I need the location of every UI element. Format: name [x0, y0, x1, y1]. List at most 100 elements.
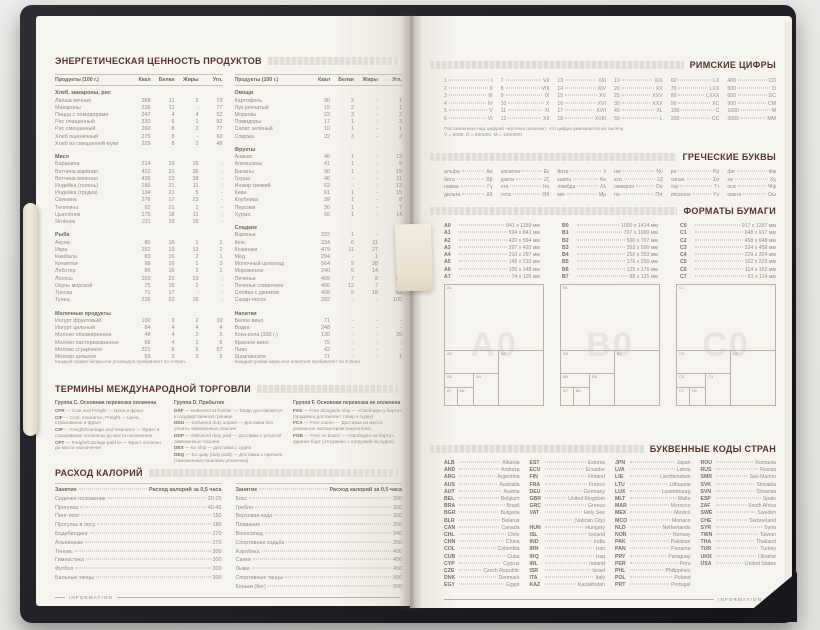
code: IRQ: [529, 553, 539, 560]
dotted-leader: [681, 109, 714, 111]
dotted-leader: [630, 504, 669, 506]
pair-row: 4 IV: [444, 101, 493, 109]
food-value: 12: [378, 154, 402, 161]
pair-value: XV: [599, 93, 607, 100]
code-name: 594 x 841 мм: [508, 230, 540, 237]
term-item: CFR — Cost and Freight — Цена и фрахт: [55, 408, 144, 413]
food-value: 8: [171, 126, 175, 133]
food-label: Печенье сливочное: [234, 282, 284, 289]
activity-row: Лыжи 450: [236, 565, 403, 574]
pair-key: 70: [670, 85, 677, 92]
dotted-leader: [508, 102, 544, 104]
dotted-leader: [459, 475, 496, 477]
code: RUS: [700, 467, 712, 474]
page-edge-stack: [785, 22, 792, 602]
code-row: EGY Egypt: [444, 582, 520, 589]
code: NLD: [615, 524, 626, 531]
dotted-leader: [459, 231, 507, 233]
food-row: Кекс33461157: [235, 240, 403, 247]
pair-key: 50: [614, 115, 620, 122]
food-label: Лобстер: [55, 268, 76, 275]
pair-value: XXX: [652, 100, 663, 107]
food-value: 2: [351, 97, 354, 104]
paper-cell: C7: [677, 387, 690, 405]
code: TWN: [700, 532, 713, 539]
food-table-left-column: Продукты (100 г.) Ккал Белки Жиры Угл. Хлеб,…: [55, 74, 223, 367]
calorie-value: 350: [393, 522, 402, 529]
food-value: 4: [171, 332, 175, 339]
code-name: Argentina: [497, 474, 520, 481]
dotted-leader: [456, 178, 485, 180]
pair-row: 600 DC: [727, 93, 776, 101]
code: ALB: [444, 460, 455, 466]
pair-row: 6 VI: [444, 116, 493, 124]
code: DNK: [444, 575, 456, 582]
food-value: 90: [324, 97, 330, 104]
food-value: 564: [321, 261, 330, 268]
term-item: DDU — Delivered duty unpaid — Доставка б…: [174, 420, 273, 432]
food-row: Хурма 56 1 -14: [235, 212, 403, 219]
activity-label: Альпинизм: [55, 539, 83, 546]
calorie-value: 350: [393, 539, 402, 546]
food-value: 2: [378, 134, 402, 141]
food-value: 77: [216, 104, 223, 111]
food-value: 53: [144, 353, 151, 360]
food-value: 15: [324, 104, 330, 111]
food-value: 4: [171, 339, 175, 346]
code: TUR: [700, 546, 712, 553]
paper-cell: C3: [677, 351, 730, 374]
pair-row: дзета Ζζ: [501, 177, 550, 185]
code-name: Colombia: [497, 546, 520, 553]
code-name: Paraguay: [668, 553, 691, 560]
pair-key: йота: [557, 169, 569, 175]
code-name: Peru: [679, 560, 691, 567]
pair-value: XXV: [652, 93, 663, 100]
pair-value: Νν: [656, 169, 663, 175]
food-group: ФруктыАнанас461-12Апельсины411-9Бананы90…: [235, 147, 403, 219]
paper-label: A3: [447, 351, 452, 356]
paper-cell: C6: [690, 388, 705, 405]
code-name: Morocco: [670, 503, 691, 510]
pair-column: 13 XIII 14 XIV 15 XV 16 XVI 17 XVII 18 XVIII: [557, 78, 606, 124]
food-label: Камбала: [55, 254, 77, 261]
food-value: 39: [324, 197, 330, 204]
paper-label: A6: [459, 387, 465, 393]
food-value: -: [376, 183, 378, 190]
dotted-leader: [695, 275, 746, 277]
code-row: UKR Ukraine: [701, 554, 777, 561]
food-value: 5: [351, 290, 354, 297]
food-value: 65: [144, 339, 151, 346]
pair-value: MM: [767, 115, 777, 122]
paper-cell: C3 C5 C7 C6 C4 C2: [677, 351, 775, 405]
food-value: -: [376, 317, 378, 324]
pair-key: 18: [557, 115, 564, 122]
food-value: 392: [321, 297, 330, 304]
paper-label: C7: [679, 387, 685, 393]
dotted-leader: [737, 185, 766, 187]
pair-key: тау: [670, 184, 679, 191]
food-row: Тунец 226 22 16 -: [55, 297, 223, 304]
dotted-leader: [738, 94, 767, 96]
paper-cell: A7: [445, 387, 458, 405]
code-row: MEX Mexico: [615, 510, 691, 517]
pair-key: лямбда: [557, 184, 576, 191]
paper-cell: A1: [445, 285, 543, 351]
dotted-leader: [459, 239, 507, 241]
code-row: A6 105 x 148 мм: [444, 267, 540, 274]
code: A5: [444, 259, 451, 266]
paper-cell: C1: [677, 285, 775, 351]
food-row: Молоко пастеризованное 65 4 2 5: [55, 340, 223, 347]
dotted-leader: [743, 193, 767, 195]
code-name: 841 x 1189 мм: [506, 223, 540, 229]
dotted-leader: [686, 178, 711, 180]
dotted-leader: [78, 488, 147, 490]
code-name: Thailand: [756, 539, 776, 546]
food-value: 19: [168, 246, 175, 253]
food-value: 5: [195, 190, 199, 197]
food-row: Слойка с джемом 408 5 1863: [235, 290, 403, 297]
code-row: IND India: [530, 539, 606, 546]
code-column: C0 917 x 1297 мм C1 648 x 917 мм C2 458 x 648…: [680, 223, 776, 281]
code: B0: [562, 223, 569, 229]
code-name: 114 x 162 мм: [745, 266, 776, 273]
